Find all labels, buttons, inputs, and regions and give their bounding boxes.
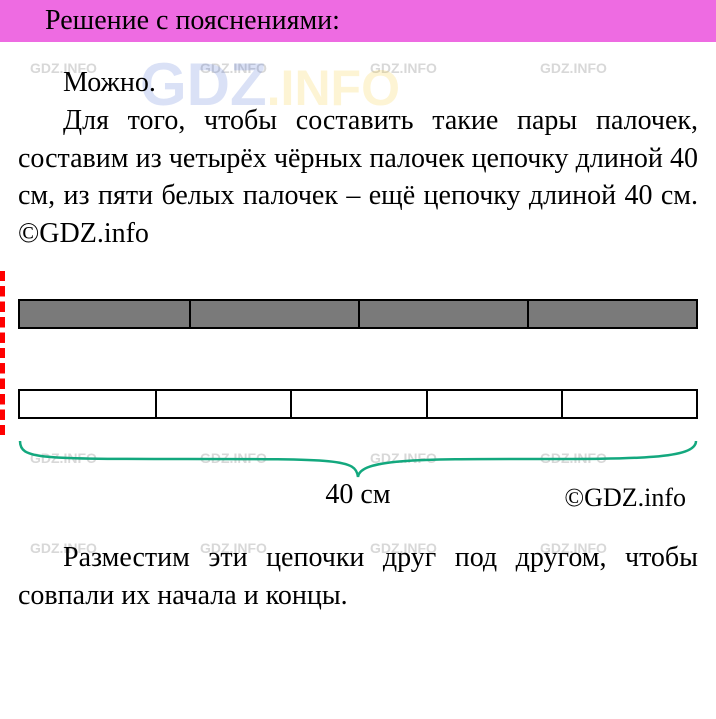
section-header: Решение с пояснениями: (0, 0, 716, 42)
dark-divider (527, 301, 529, 327)
paragraph-3: Разместим эти цепочки друг под дру­гом, … (18, 539, 698, 615)
paragraph-1: Можно. (18, 64, 698, 102)
solution-text: Можно. Для того, чтобы составить такие п… (0, 42, 716, 253)
paragraph-3-wrap: Разместим эти цепочки друг под дру­гом, … (0, 521, 716, 615)
light-divider (155, 391, 157, 417)
diagram: 40 см ©GDZ.info (0, 271, 716, 521)
paragraph-2: Для того, чтобы составить такие па­ры па… (18, 102, 698, 253)
light-divider (561, 391, 563, 417)
light-bar (18, 389, 698, 419)
diagram-copyright: ©GDZ.info (564, 483, 686, 513)
light-divider (290, 391, 292, 417)
dark-divider (189, 301, 191, 327)
dark-bar (18, 299, 698, 329)
section-header-text: Решение с пояснениями: (45, 5, 340, 36)
light-divider (426, 391, 428, 417)
brace-icon (18, 439, 698, 479)
dark-divider (358, 301, 360, 327)
dash-line (0, 271, 5, 435)
